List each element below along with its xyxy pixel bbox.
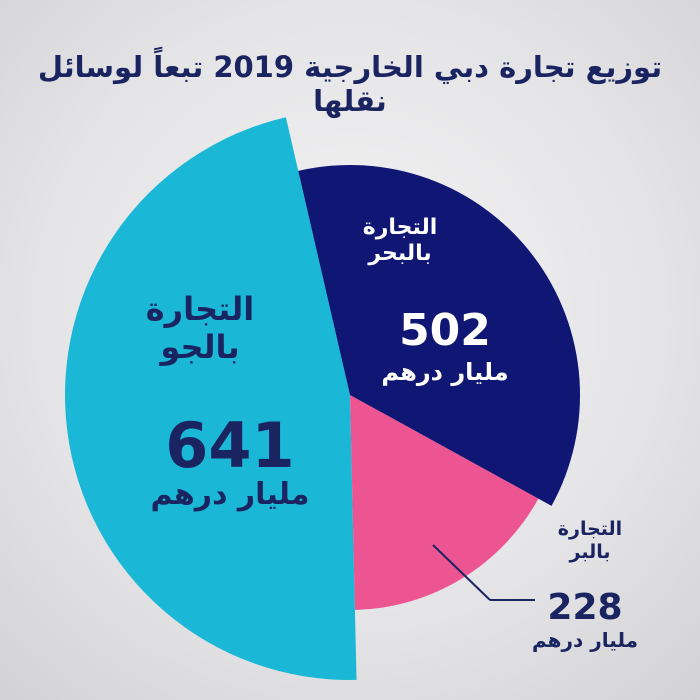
slice-land [350, 395, 539, 610]
land-label: التجارة بالبر [535, 518, 645, 564]
land-value-number: 228 [547, 587, 623, 628]
slice-sea [298, 164, 580, 506]
sea-value-number: 502 [399, 305, 491, 356]
slice-air [64, 117, 357, 680]
air-label: التجارة بالجو [120, 290, 280, 367]
air-value-unit: مليار درهم [150, 477, 310, 512]
air-label-line1: التجارة [145, 290, 255, 328]
sea-value-unit: مليار درهم [381, 357, 509, 386]
air-label-line2: بالجو [160, 328, 240, 367]
land-value-unit: مليار درهم [531, 627, 639, 652]
sea-label-line2: بالبحر [368, 241, 432, 267]
sea-label-line1: التجارة [362, 215, 438, 240]
air-value-number: 641 [165, 409, 295, 482]
sea-label: التجارة بالبحر [340, 215, 460, 268]
sea-value: 502 مليار درهم [370, 305, 520, 387]
land-value: 228 مليار درهم [520, 588, 650, 652]
chart-title: توزيع تجارة دبي الخارجية 2019 تبعاً لوسا… [37, 50, 663, 118]
land-leader-line [432, 544, 491, 601]
air-value: 641 مليار درهم [130, 415, 330, 513]
land-label-line1: التجارة [557, 518, 623, 540]
land-label-line2: بالبر [569, 540, 611, 563]
